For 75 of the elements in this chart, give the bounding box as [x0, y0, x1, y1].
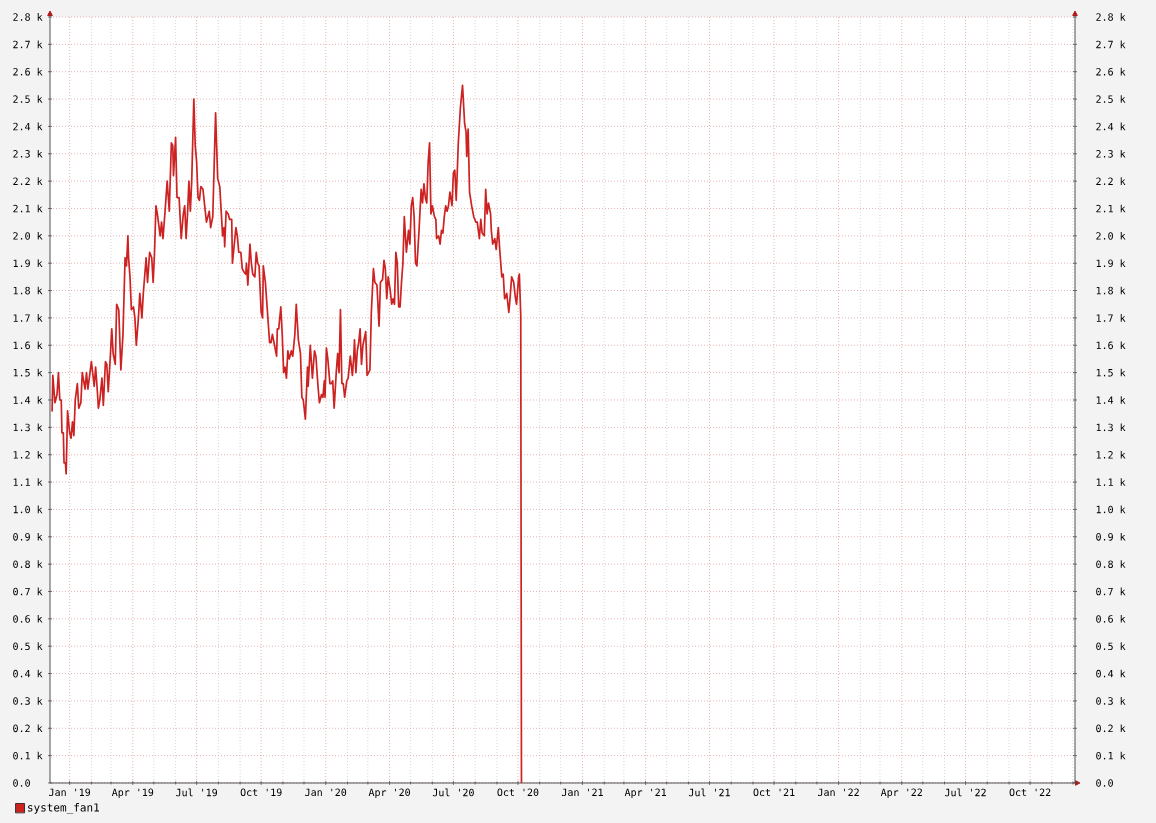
y-tick-label: 1.3 k — [13, 423, 43, 432]
x-tick-label: Apr '22 — [880, 788, 922, 798]
y-tick-label: 2.7 k — [13, 40, 43, 49]
y-tick-label: 0.0 — [13, 779, 30, 787]
y-tick-label: 1.8 k — [13, 286, 43, 295]
x-tick-label: Apr '20 — [368, 788, 410, 798]
legend-label: system_fan1 — [28, 803, 99, 815]
y2-tick-label: 2.2 k — [1096, 177, 1126, 185]
x-tick-label: Oct '22 — [1009, 788, 1051, 797]
x-tick-label: Jul '22 — [945, 788, 986, 797]
x-tick-label: Jan '22 — [818, 788, 859, 797]
y-tick-label: 1.2 k — [13, 450, 43, 459]
y2-tick-label: 0.9 k — [1096, 532, 1126, 541]
y2-tick-label: 1.8 k — [1096, 286, 1126, 295]
x-tick-label: Jan '19 — [49, 788, 91, 797]
y-tick-label: 2.6 k — [13, 67, 43, 76]
x-tick-label: Oct '20 — [497, 788, 539, 797]
y-tick-label: 0.3 k — [13, 697, 43, 705]
y2-tick-label: 0.3 k — [1096, 697, 1126, 705]
y2-tick-label: 0.1 k — [1096, 751, 1126, 760]
y-tick-label: 0.1 k — [13, 751, 43, 760]
y2-tick-label: 1.2 k — [1096, 450, 1126, 459]
y-tick-label: 2.5 k — [13, 95, 43, 103]
y2-tick-label: 0.8 k — [1096, 560, 1126, 568]
y2-tick-label: 0.5 k — [1096, 642, 1126, 651]
y-tick-label: 2.3 k — [13, 149, 43, 158]
x-tick-label: Apr '19 — [111, 788, 154, 798]
y2-tick-label: 2.4 k — [1096, 122, 1126, 131]
y2-tick-label: 2.3 k — [1096, 149, 1126, 158]
y2-tick-label: 0.7 k — [1096, 587, 1126, 596]
y-tick-label: 1.5 k — [13, 368, 43, 377]
y2-tick-label: 0.6 k — [1096, 614, 1126, 623]
y-tick-label: 1.7 k — [13, 314, 43, 322]
y2-tick-label: 2.5 k — [1096, 95, 1126, 103]
y-tick-label: 2.2 k — [13, 177, 43, 185]
y2-tick-label: 0.2 k — [1096, 724, 1126, 733]
y-tick-label: 1.6 k — [13, 341, 43, 350]
x-tick-label: Oct '19 — [240, 788, 282, 797]
y-tick-label: 1.1 k — [13, 478, 43, 486]
y2-tick-label: 1.5 k — [1096, 368, 1126, 377]
x-tick-label: Jul '19 — [176, 788, 218, 797]
x-tick-label: Oct '21 — [753, 788, 795, 797]
y2-tick-label: 2.8 k — [1096, 13, 1126, 21]
y-tick-label: 0.5 k — [13, 642, 43, 651]
y2-tick-label: 2.1 k — [1096, 204, 1126, 213]
y-tick-label: 0.9 k — [13, 532, 43, 541]
y2-tick-label: 1.0 k — [1096, 505, 1126, 514]
y2-tick-label: 1.4 k — [1096, 396, 1126, 404]
y2-tick-label: 1.6 k — [1096, 341, 1126, 350]
y2-tick-label: 2.6 k — [1096, 67, 1126, 76]
x-tick-label: Jul '20 — [432, 788, 474, 797]
x-tick-label: Jul '21 — [688, 788, 730, 797]
y2-tick-label: 1.1 k — [1096, 478, 1126, 486]
y-tick-label: 2.0 k — [13, 231, 43, 240]
y-tick-label: 0.2 k — [13, 724, 43, 733]
x-tick-label: Apr '21 — [624, 788, 667, 798]
y-tick-label: 2.4 k — [13, 122, 43, 131]
y2-tick-label: 1.7 k — [1096, 314, 1126, 322]
y-tick-label: 0.4 k — [13, 669, 43, 678]
y2-tick-label: 2.7 k — [1096, 40, 1126, 49]
y2-tick-label: 1.9 k — [1096, 259, 1126, 268]
y2-tick-label: 0.0 — [1096, 779, 1113, 787]
y2-tick-label: 1.3 k — [1096, 423, 1126, 432]
y-tick-label: 2.8 k — [13, 13, 43, 21]
y-tick-label: 2.1 k — [13, 204, 43, 213]
x-tick-label: Jan '20 — [305, 788, 347, 797]
x-tick-label: Jan '21 — [561, 788, 603, 797]
y-tick-label: 0.8 k — [13, 560, 43, 568]
y-tick-label: 1.9 k — [13, 259, 43, 268]
y2-tick-label: 2.0 k — [1096, 231, 1126, 240]
y-tick-label: 0.6 k — [13, 614, 43, 623]
y-tick-label: 1.0 k — [13, 505, 43, 514]
y-tick-label: 1.4 k — [13, 396, 43, 404]
y2-tick-label: 0.4 k — [1096, 669, 1126, 678]
y-tick-label: 0.7 k — [13, 587, 43, 596]
